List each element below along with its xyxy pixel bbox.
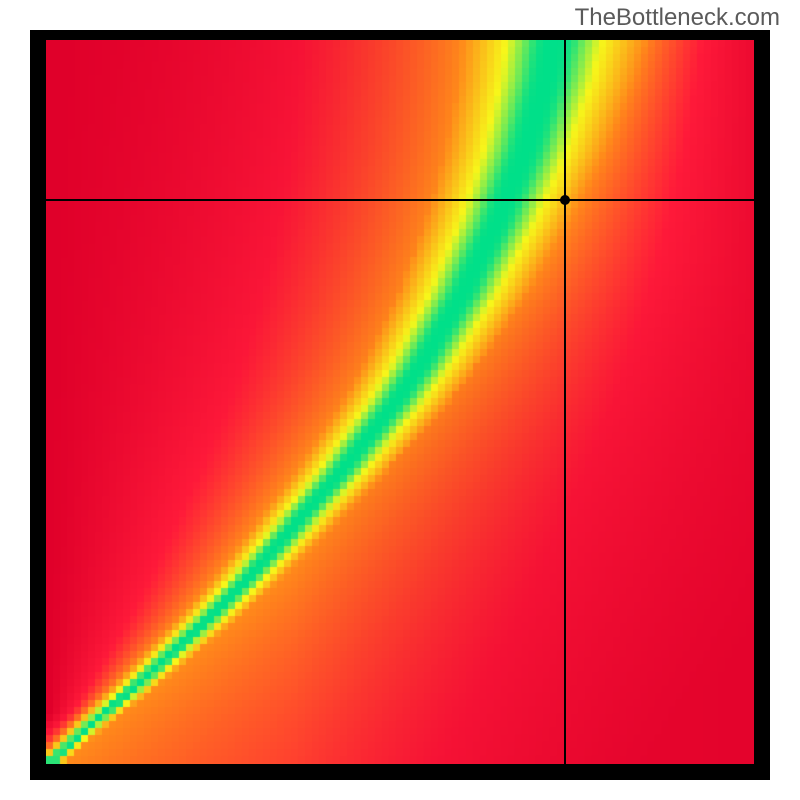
heatmap-canvas	[46, 40, 754, 764]
crosshair-marker	[560, 195, 570, 205]
watermark-text: TheBottleneck.com	[575, 4, 780, 32]
crosshair-vertical	[564, 40, 566, 764]
heatmap-plot	[46, 40, 754, 764]
crosshair-horizontal	[46, 199, 754, 201]
